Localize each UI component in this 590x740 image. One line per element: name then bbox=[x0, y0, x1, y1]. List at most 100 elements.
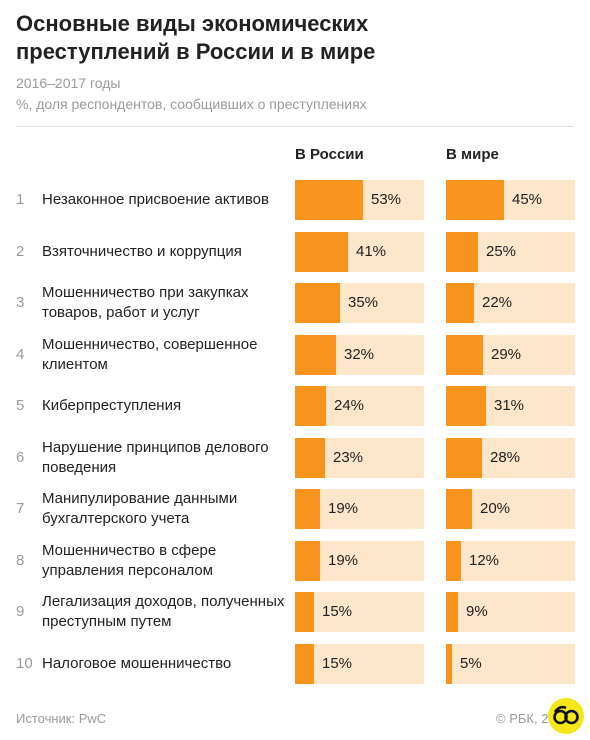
row-number: 5 bbox=[16, 397, 25, 414]
table-row: 1 Незаконное присвоение активов 53% 45% bbox=[0, 180, 590, 220]
bar-track-world: 29% bbox=[446, 335, 575, 375]
table-row: 8 Мошенничество в сфере управления персон… bbox=[0, 541, 590, 581]
value-label-russia: 15% bbox=[322, 603, 353, 620]
value-label-world: 31% bbox=[494, 397, 525, 414]
row-number: 9 bbox=[16, 603, 25, 620]
bar-world bbox=[446, 283, 474, 323]
bar-russia bbox=[295, 438, 325, 478]
table-row: 4 Мошенничество, совершенное клиентом 32% 2… bbox=[0, 335, 590, 375]
value-label-russia: 35% bbox=[348, 294, 379, 311]
category-label: Киберпреступления bbox=[42, 397, 182, 414]
table-row: 6 Нарушение принципов делового поведения 2… bbox=[0, 438, 590, 478]
bar-world bbox=[446, 541, 461, 581]
value-label-world: 29% bbox=[491, 346, 522, 363]
value-label-russia: 41% bbox=[356, 243, 387, 260]
row-number: 3 bbox=[16, 294, 25, 311]
bar-russia bbox=[295, 644, 314, 684]
category-label: Мошенничество в сфере управления персона… bbox=[42, 542, 217, 579]
row-number: 2 bbox=[16, 243, 25, 260]
value-label-russia: 19% bbox=[328, 552, 359, 569]
bar-track-russia: 53% bbox=[295, 180, 424, 220]
bar-russia bbox=[295, 489, 320, 529]
bar-russia bbox=[295, 592, 314, 632]
bar-track-world: 12% bbox=[446, 541, 575, 581]
value-label-russia: 23% bbox=[333, 449, 364, 466]
value-label-world: 22% bbox=[482, 294, 513, 311]
category-label: Взяточничество и коррупция bbox=[42, 243, 242, 260]
bar-world bbox=[446, 232, 478, 272]
category-label: Мошенничество при закупках товаров, рабо… bbox=[42, 284, 249, 321]
table-row: 7 Манипулирование данными бухгалтерского … bbox=[0, 489, 590, 529]
column-header-russia: В России bbox=[295, 146, 364, 163]
value-label-world: 5% bbox=[460, 655, 482, 672]
row-number: 1 bbox=[16, 191, 25, 208]
category-label: Манипулирование данными бухгалтерского у… bbox=[42, 490, 238, 527]
bar-world bbox=[446, 489, 472, 529]
table-row: 2 Взяточничество и коррупция 41% 25% bbox=[0, 232, 590, 272]
row-number: 8 bbox=[16, 552, 25, 569]
bar-track-russia: 24% bbox=[295, 386, 424, 426]
bar-track-world: 45% bbox=[446, 180, 575, 220]
row-number: 7 bbox=[16, 500, 25, 517]
bar-track-world: 25% bbox=[446, 232, 575, 272]
bar-track-world: 31% bbox=[446, 386, 575, 426]
category-label: Мошенничество, совершенное клиентом bbox=[42, 336, 258, 373]
value-label-russia: 32% bbox=[344, 346, 375, 363]
bar-track-world: 20% bbox=[446, 489, 575, 529]
bar-track-russia: 15% bbox=[295, 644, 424, 684]
value-label-russia: 53% bbox=[371, 191, 402, 208]
bar-world bbox=[446, 386, 486, 426]
source-note: Источник: PwC bbox=[16, 711, 107, 726]
bar-track-russia: 32% bbox=[295, 335, 424, 375]
row-number: 4 bbox=[16, 346, 25, 363]
category-label: Незаконное присвоение активов bbox=[42, 191, 269, 208]
row-number: 10 bbox=[16, 655, 33, 672]
bar-track-russia: 19% bbox=[295, 489, 424, 529]
value-label-russia: 15% bbox=[322, 655, 353, 672]
value-label-world: 9% bbox=[466, 603, 488, 620]
bar-world bbox=[446, 335, 483, 375]
value-label-russia: 19% bbox=[328, 500, 359, 517]
value-label-world: 45% bbox=[512, 191, 543, 208]
chart-subtitle-years: 2016–2017 годы bbox=[16, 75, 121, 91]
bar-track-world: 28% bbox=[446, 438, 575, 478]
value-label-russia: 24% bbox=[334, 397, 365, 414]
category-label: Легализация доходов, полученных преступн… bbox=[42, 593, 285, 630]
value-label-world: 25% bbox=[486, 243, 517, 260]
bar-russia bbox=[295, 386, 326, 426]
copyright-note: © РБК, 2 bbox=[496, 711, 549, 726]
bar-world bbox=[446, 592, 458, 632]
bar-track-russia: 35% bbox=[295, 283, 424, 323]
rbc-logo-icon bbox=[548, 698, 584, 734]
bar-russia bbox=[295, 232, 348, 272]
value-label-world: 20% bbox=[480, 500, 511, 517]
bar-russia bbox=[295, 541, 320, 581]
bar-russia bbox=[295, 180, 363, 220]
chart-subtitle-unit: %, доля респондентов, сообщивших о прест… bbox=[16, 96, 367, 112]
category-label: Налоговое мошенничество bbox=[42, 655, 232, 672]
value-label-world: 28% bbox=[490, 449, 521, 466]
bar-track-russia: 41% bbox=[295, 232, 424, 272]
value-label-world: 12% bbox=[469, 552, 500, 569]
bar-track-world: 22% bbox=[446, 283, 575, 323]
bar-track-world: 5% bbox=[446, 644, 575, 684]
bar-world bbox=[446, 180, 504, 220]
bar-russia bbox=[295, 335, 336, 375]
bar-track-russia: 23% bbox=[295, 438, 424, 478]
bar-world bbox=[446, 644, 452, 684]
bar-track-russia: 15% bbox=[295, 592, 424, 632]
table-row: 3 Мошенничество при закупках товаров, раб… bbox=[0, 283, 590, 323]
column-header-world: В мире bbox=[446, 146, 499, 163]
table-row: 9 Легализация доходов, полученных преступ… bbox=[0, 592, 590, 632]
table-row: 10 Налоговое мошенничество 15% 5% bbox=[0, 644, 590, 684]
bar-russia bbox=[295, 283, 340, 323]
bar-track-russia: 19% bbox=[295, 541, 424, 581]
table-row: 5 Киберпреступления 24% 31% bbox=[0, 386, 590, 426]
category-label: Нарушение принципов делового поведения bbox=[42, 439, 269, 476]
bar-track-world: 9% bbox=[446, 592, 575, 632]
row-number: 6 bbox=[16, 449, 25, 466]
header-divider bbox=[16, 126, 574, 127]
bar-world bbox=[446, 438, 482, 478]
chart-title: Основные виды экономических преступлений… bbox=[16, 11, 376, 64]
